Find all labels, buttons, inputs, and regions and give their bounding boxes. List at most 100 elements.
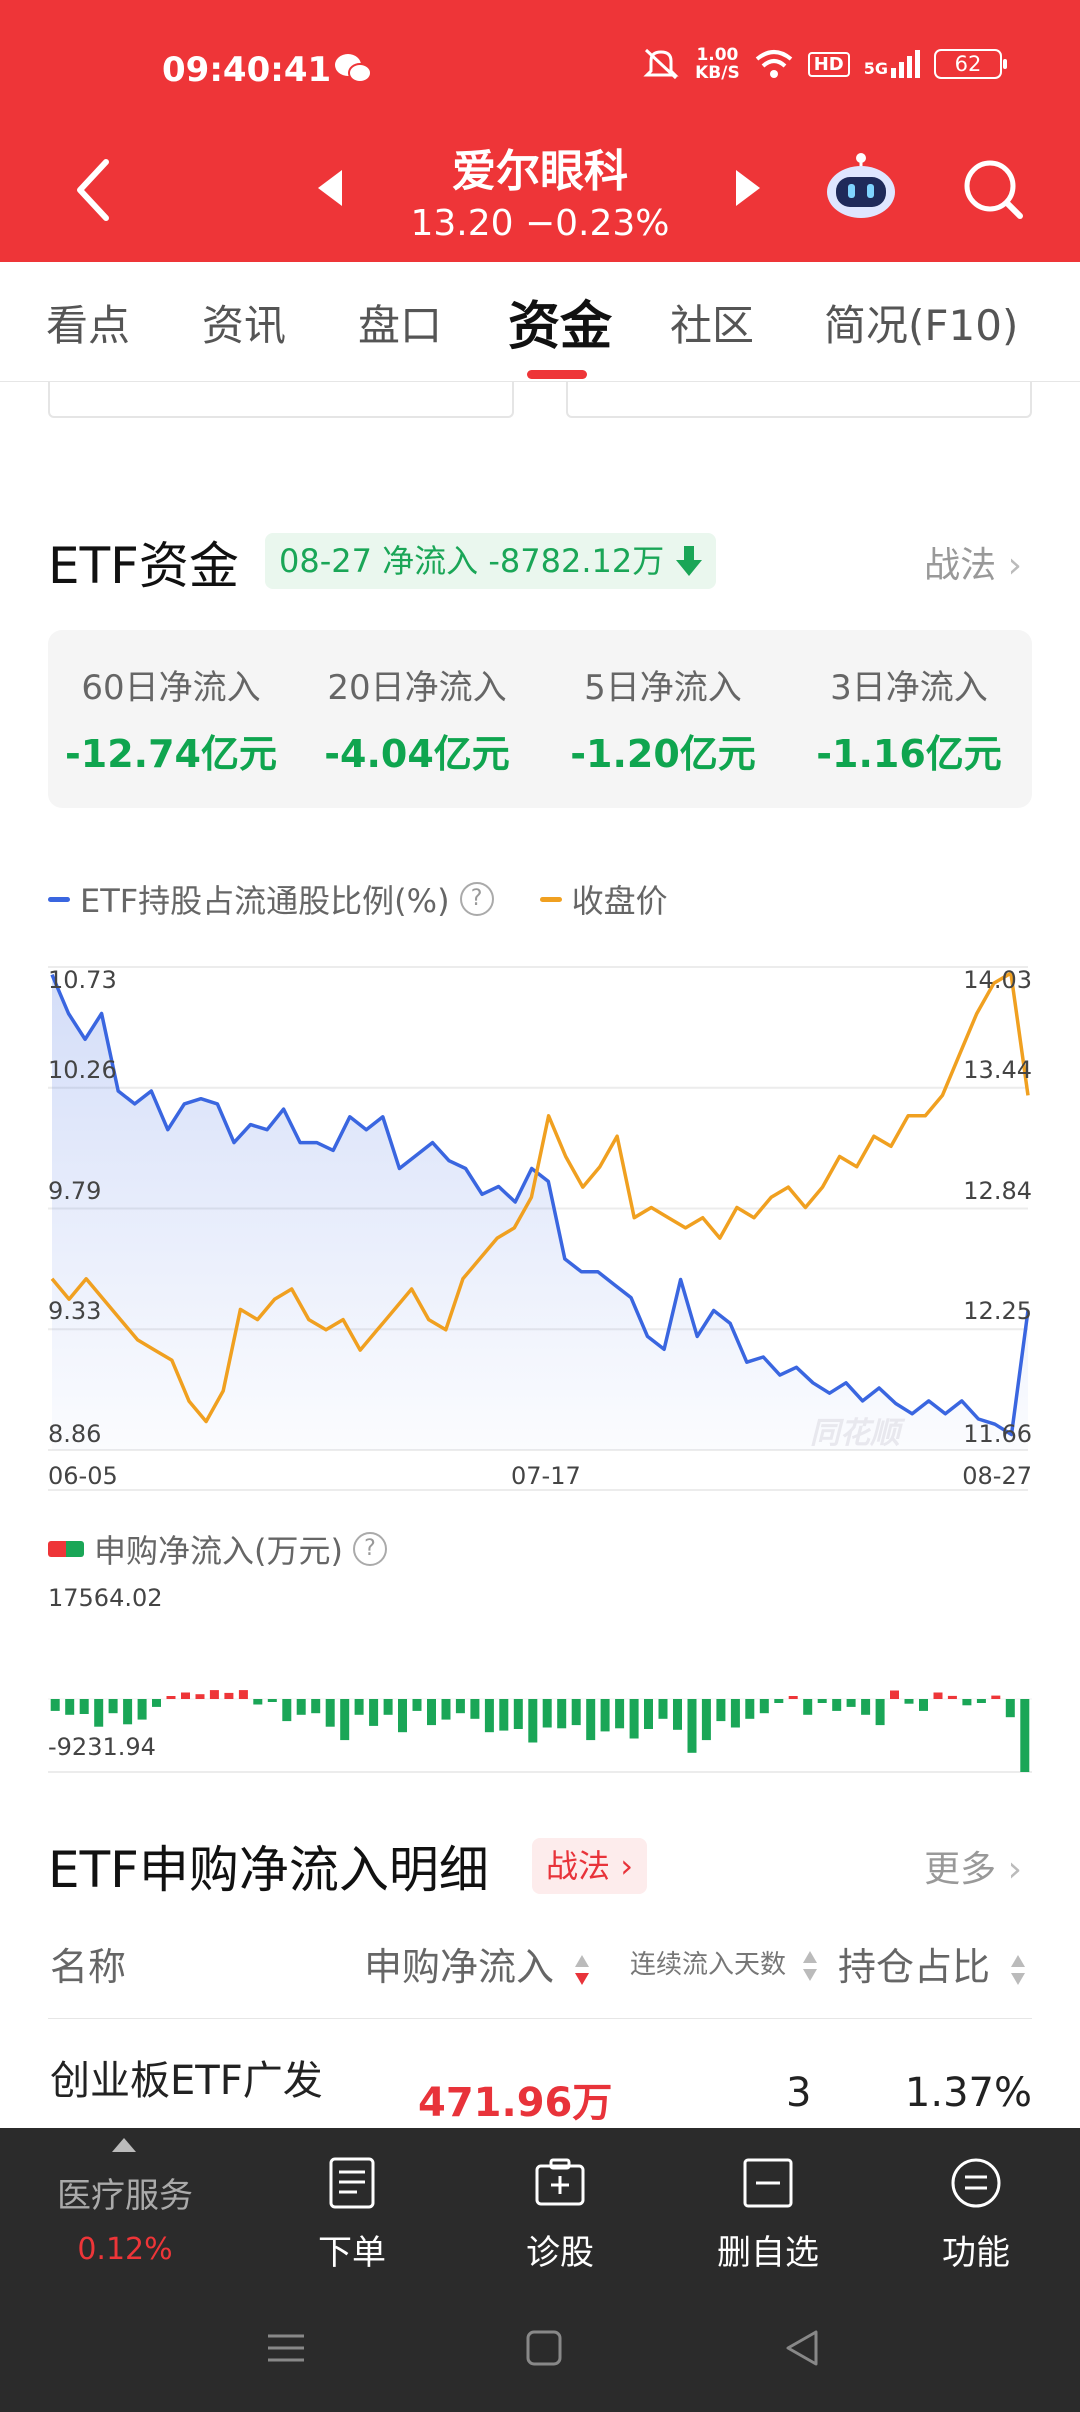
right-tick-label: 13.44 (963, 1056, 1032, 1084)
sort-desc-icon (575, 1954, 590, 1985)
inflow-bar (528, 1699, 538, 1743)
nav-back-icon[interactable] (782, 2328, 822, 2368)
stat-label: 60日净流入 (81, 668, 261, 708)
fund-days: 3 (786, 2070, 812, 2116)
tab-news[interactable]: 资讯 (202, 301, 287, 350)
order-icon (329, 2157, 375, 2209)
menu-button[interactable]: 功能 (876, 2156, 1076, 2274)
battery-icon: 62 (934, 49, 1007, 79)
inflow-bar (383, 1699, 393, 1715)
next-stock-button[interactable] (736, 170, 760, 206)
order-button[interactable]: 下单 (252, 2156, 452, 2274)
chevron-right-icon: › (1007, 1849, 1022, 1890)
inflow-bar (615, 1699, 625, 1729)
tab-profile-f10[interactable]: 简况(F10) (824, 301, 1019, 350)
header: 09:40:41 1.00 KB/S HD 5G (0, 0, 1080, 262)
legend-close: 收盘价 (571, 882, 668, 920)
hd-badge: HD (807, 51, 850, 77)
detail-strategy-button[interactable]: 战法 › (532, 1838, 647, 1894)
diagnose-button[interactable]: 诊股 (460, 2156, 660, 2274)
stat-value: -1.16亿元 (816, 732, 1002, 776)
fund-inflow: 471.96万 (418, 2080, 613, 2126)
remove-watchlist-button[interactable]: 删自选 (668, 2156, 868, 2274)
signal-icon: 5G (864, 50, 920, 78)
strategy-link[interactable]: 战法 › (924, 536, 1022, 588)
inflow-bar (238, 1690, 248, 1699)
stat-label: 3日净流入 (830, 668, 988, 708)
watermark: 同花顺 (810, 1416, 900, 1451)
left-tick-label: 8.86 (48, 1420, 102, 1448)
menu-label: 功能 (942, 2233, 1010, 2273)
inflow-bar (412, 1699, 422, 1711)
table-divider (48, 2018, 1032, 2019)
red-green-swatch-icon (48, 1541, 84, 1557)
inflow-bar (1020, 1699, 1030, 1772)
inflow-bar (933, 1692, 943, 1699)
header-days-label: 连续流入天数 (630, 1950, 787, 1980)
tab-funds[interactable]: 资金 (508, 297, 613, 357)
bar-chart-legend: 申购净流入(万元) ? (48, 1526, 387, 1572)
inflow-bar (571, 1699, 581, 1726)
inflow-bar (904, 1699, 914, 1704)
speed-value: 1.00 (696, 45, 739, 65)
header-days[interactable]: 连续流入天数 (630, 1944, 818, 1983)
x-tick-label: 07-17 (511, 1462, 581, 1490)
more-link[interactable]: 更多 › (924, 1840, 1022, 1892)
inflow-bar (890, 1690, 899, 1699)
back-button[interactable] (70, 150, 120, 230)
right-tick-label: 11.66 (963, 1420, 1032, 1448)
tab-community[interactable]: 社区 (670, 301, 755, 350)
remove-watchlist-icon (743, 2158, 793, 2208)
inflow-bar (861, 1699, 871, 1715)
help-icon[interactable]: ? (459, 882, 494, 916)
inflow-bar (759, 1699, 769, 1714)
sort-icon (803, 1950, 818, 1981)
inflow-bar (152, 1699, 161, 1707)
header-ratio-label: 持仓占比 (838, 1945, 991, 1989)
diagnose-label: 诊股 (526, 2233, 594, 2273)
inflow-bar (470, 1699, 480, 1719)
nav-menu-icon[interactable] (266, 2328, 306, 2368)
stat-value: -4.04亿元 (324, 732, 510, 776)
inflow-bar (50, 1699, 60, 1711)
inflow-bar (774, 1699, 784, 1703)
inflow-bar (991, 1695, 1001, 1699)
stat-value: -1.20亿元 (570, 732, 756, 776)
inflow-bar (398, 1699, 407, 1733)
legend-ratio: ETF持股占流通股比例(%) (80, 882, 450, 920)
active-tab-indicator (527, 370, 587, 379)
nav-home-icon[interactable] (524, 2328, 564, 2368)
inflow-bar (65, 1699, 75, 1715)
inflow-bar (340, 1699, 350, 1741)
stat-20d: 20日净流入 -4.04亿元 (294, 660, 540, 778)
tab-highlights[interactable]: 看点 (46, 301, 131, 350)
prev-stock-button[interactable] (318, 170, 342, 206)
x-tick-label: 08-27 (962, 1462, 1032, 1490)
remove-watchlist-label: 删自选 (717, 2233, 819, 2273)
robot-assistant-icon[interactable] (822, 152, 900, 222)
fund-name: 创业板ETF广发 (50, 2058, 323, 2104)
inflow-bar (166, 1696, 176, 1699)
inflow-bar (253, 1699, 263, 1705)
stat-60d: 60日净流入 -12.74亿元 (48, 660, 294, 778)
inflow-bar (788, 1696, 798, 1699)
inflow-bar (687, 1699, 697, 1753)
inflow-bar (557, 1699, 567, 1729)
sector-name[interactable]: 医疗服务 (57, 2176, 193, 2216)
header-ratio[interactable]: 持仓占比 (838, 1936, 1026, 1991)
header-inflow[interactable]: 申购净流入 (364, 1936, 590, 1991)
ratio-line (50, 974, 1030, 1437)
stat-3d: 3日净流入 -1.16亿元 (786, 660, 1032, 778)
inflow-bar (803, 1699, 813, 1715)
search-icon[interactable] (962, 158, 1026, 222)
tab-quotes[interactable]: 盘口 (358, 301, 443, 350)
inflow-bar (629, 1699, 639, 1739)
inflow-bar (282, 1699, 292, 1722)
diagnose-icon (535, 2158, 585, 2206)
inflow-bar (427, 1699, 436, 1726)
help-icon[interactable]: ? (352, 1532, 387, 1566)
net-inflow-badge: 08-27 净流入 -8782.12万 (265, 533, 717, 589)
inflow-bar (325, 1699, 335, 1727)
inflow-bar (455, 1699, 465, 1714)
header-inflow-label: 申购净流入 (364, 1945, 555, 1989)
